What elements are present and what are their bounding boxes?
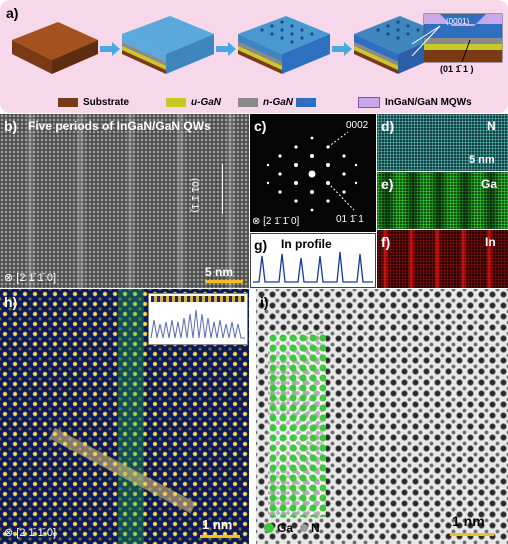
zone-axis-label: ⊗ [2 1̄ 1̄ 0] — [4, 527, 57, 539]
panel-e-label: e) — [381, 176, 394, 192]
legend-substrate: Substrate — [58, 96, 129, 108]
direction-label: (01 1̄ 1 ) — [440, 64, 474, 74]
scale-bar — [200, 535, 240, 538]
n-atom-icon — [300, 524, 308, 532]
profile-title: In profile — [281, 237, 332, 251]
ga-atom-icon — [264, 523, 274, 533]
panel-b-title: Five periods of InGaN/GaN QWs — [28, 119, 211, 133]
panel-d-label: d) — [381, 118, 395, 134]
swatch-icon — [238, 97, 258, 107]
panel-b-haadf-image: b) Five periods of InGaN/GaN QWs (01 1̄ … — [0, 114, 249, 288]
legend-ngan: n-GaN — [238, 96, 293, 108]
patterned-block — [238, 16, 330, 74]
arrow-icon — [216, 42, 236, 56]
swatch-icon — [296, 97, 316, 107]
swatch-icon — [166, 97, 186, 107]
inset-profile — [148, 293, 248, 345]
zone-axis-label: ⊗ [2 1̄ 1̄ 0] — [252, 216, 300, 227]
swatch-icon — [358, 96, 380, 108]
panel-h-label: h) — [4, 294, 18, 310]
hole-dots — [260, 20, 420, 44]
element-label: In — [485, 235, 496, 249]
scale-bar — [450, 533, 494, 536]
cross-section-inset — [411, 13, 503, 63]
panel-g-in-profile: g) In profile — [250, 233, 376, 288]
growth-process-diagram — [12, 13, 503, 74]
zone-axis-label: ⊗ [2 1̄ 1̄ 0] — [4, 272, 57, 284]
scale-bar-label: 1 nm — [452, 513, 485, 529]
panel-e-ga-map: e) Ga — [377, 172, 508, 229]
scale-bar-label: 5 nm — [205, 265, 234, 279]
legend-n: N — [311, 521, 320, 535]
ugan-ngan-block — [122, 16, 214, 74]
scale-bar-label: 5 nm — [469, 154, 495, 166]
arrow-icon — [332, 42, 352, 56]
panel-d-n-map: d) N 5 nm — [377, 114, 508, 171]
element-label: Ga — [481, 177, 498, 191]
plane-label: (01 1̄ 1) — [189, 178, 200, 213]
spot-top-label: 0002 — [346, 120, 369, 131]
surface-label: (0001) — [446, 17, 470, 26]
atomic-model-overlay — [268, 333, 326, 517]
panel-a-label: a) — [6, 5, 19, 21]
legend-ga: Ga — [277, 521, 294, 535]
legend-ugan: u-GaN — [166, 96, 221, 108]
qw-band — [118, 289, 144, 544]
legend-blue-layer — [296, 96, 321, 108]
panel-i-label: i) — [260, 294, 269, 310]
element-label: N — [487, 119, 496, 133]
panel-c-label: c) — [254, 118, 267, 134]
panel-h-colored-haadf: h) ⊗ [2 1̄ 1̄ 0] 1 nm — [0, 289, 249, 544]
panel-f-label: f) — [381, 234, 391, 250]
inset-strip — [151, 296, 245, 302]
mqw-block — [354, 16, 444, 74]
scale-bar — [205, 280, 243, 283]
panel-g-label: g) — [254, 237, 268, 253]
arrow-icon — [100, 42, 120, 56]
legend-mqw: InGaN/GaN MQWs — [358, 96, 472, 108]
panel-i-abf-image: i) Ga N 1 nm — [256, 289, 508, 544]
panel-a-schematic: a) — [0, 0, 508, 113]
spot-bottom-label: 01 1̄ 1 — [336, 214, 364, 225]
diffraction-pattern — [266, 131, 358, 212]
panel-f-in-map: f) In — [377, 230, 508, 288]
panel-b-label: b) — [4, 118, 18, 134]
swatch-icon — [58, 97, 78, 107]
in-profile-curve — [253, 251, 373, 283]
plane-marker — [222, 164, 223, 214]
panel-c-diffraction: c) 0002 01 1̄ 1 ⊗ [2 1̄ 1̄ 0] — [250, 114, 376, 232]
scale-bar-label: 1 nm — [202, 517, 233, 532]
substrate-block — [12, 22, 98, 74]
